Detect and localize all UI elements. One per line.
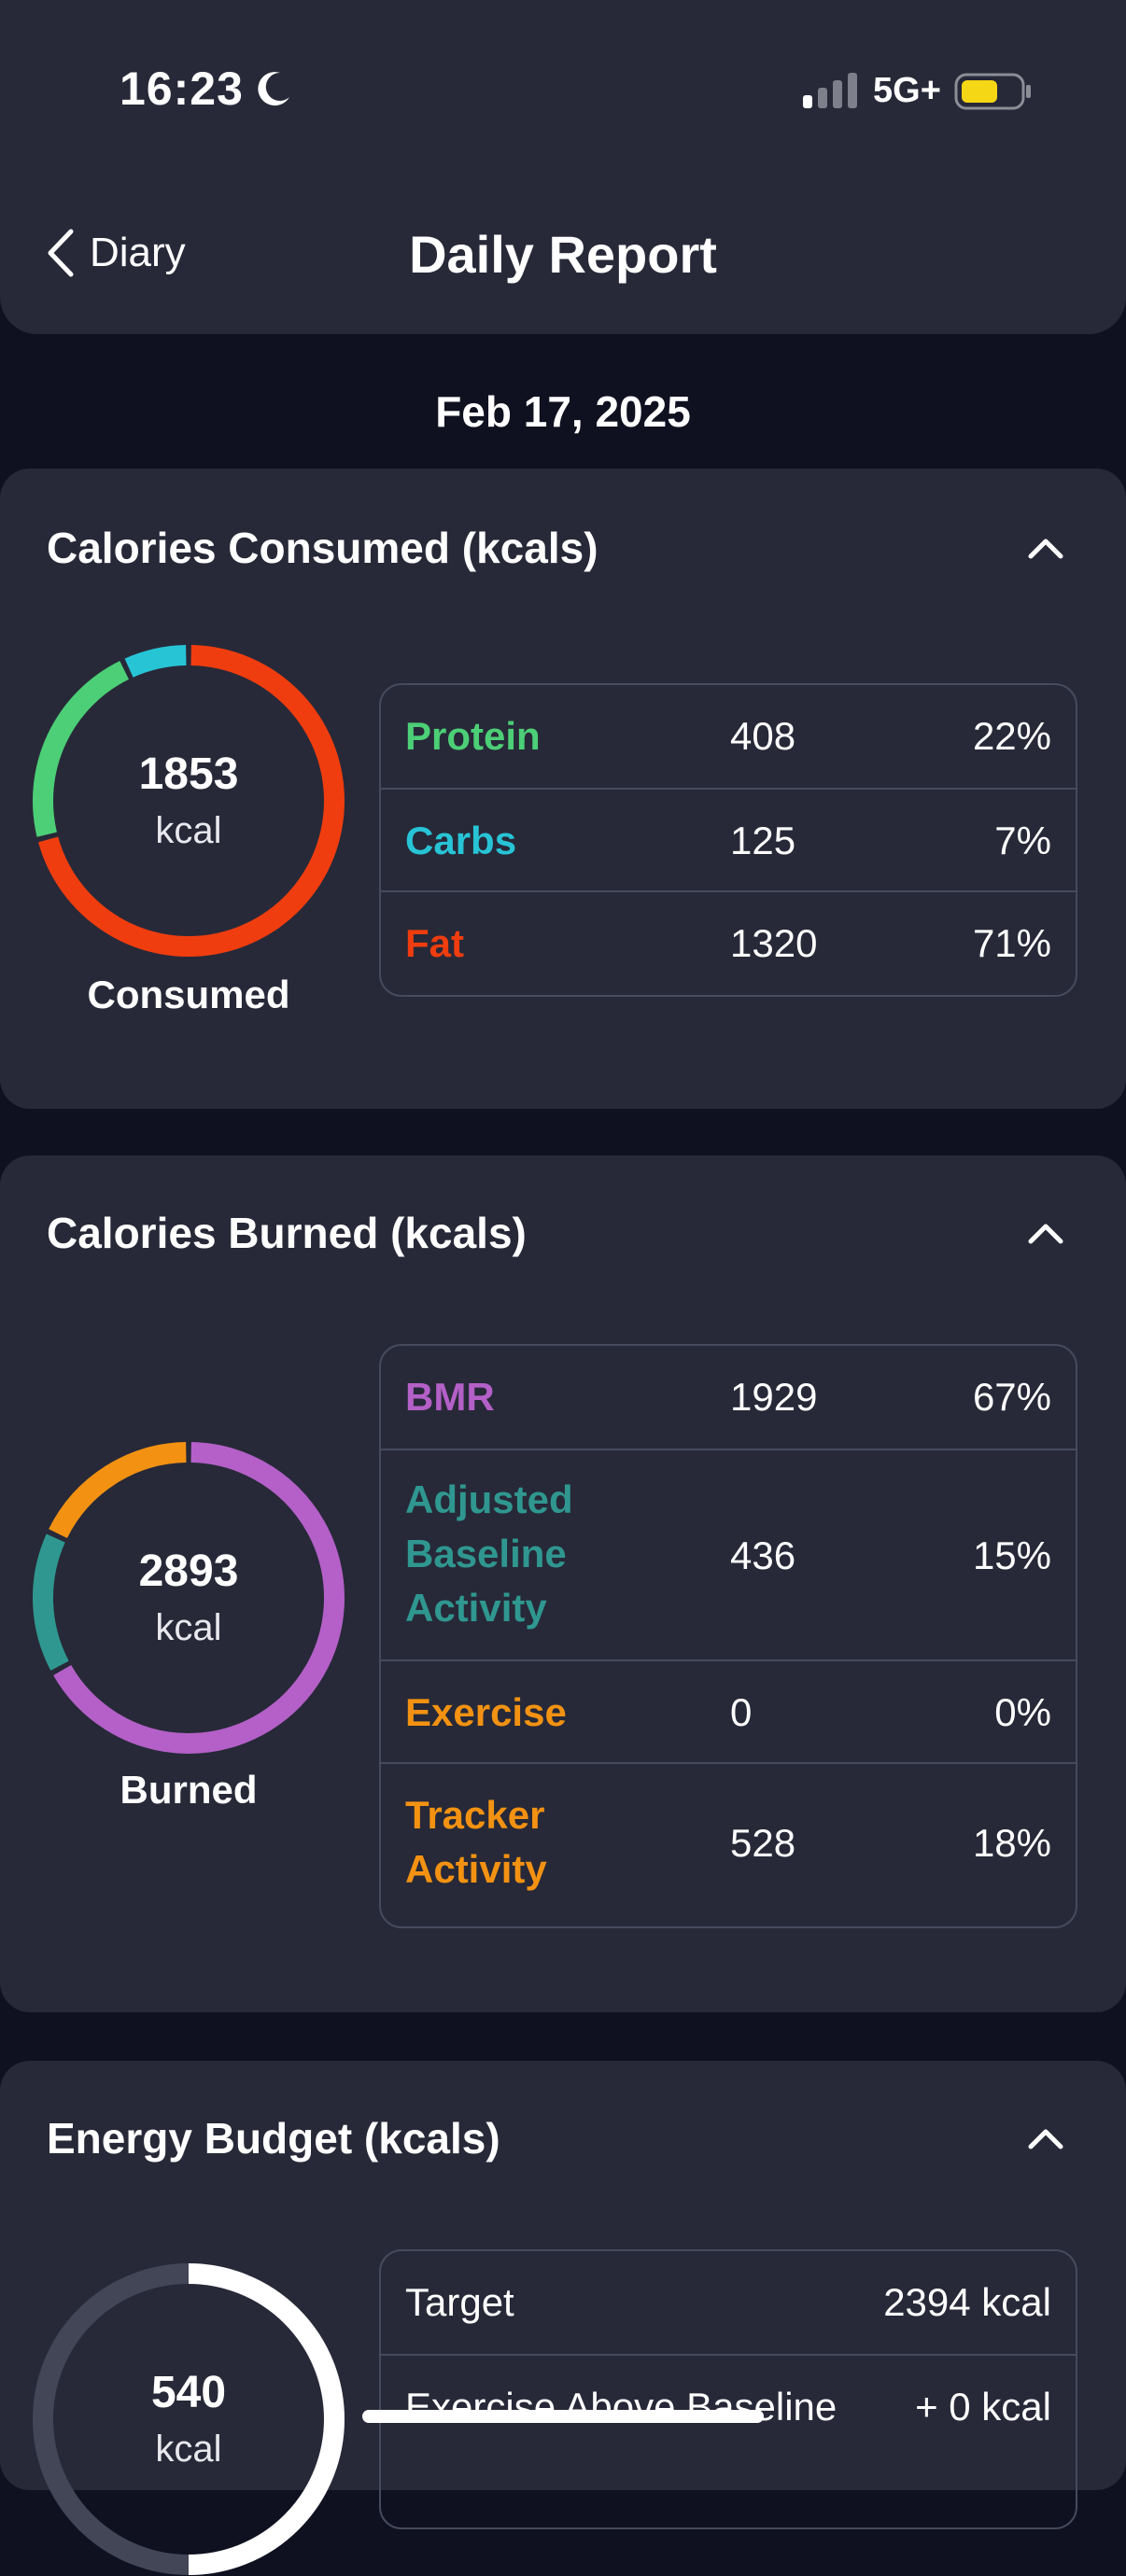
consumed-caption: Consumed	[87, 973, 290, 1016]
budget-segment	[188, 2263, 345, 2575]
status-time: 16:23	[120, 63, 244, 115]
page-title: Daily Report	[409, 225, 717, 284]
exercise-above-baseline-label: Exercise Above Baseline	[405, 2385, 837, 2429]
table-row: Exercise Above Baseline + 0 kcal	[381, 2354, 1076, 2457]
bmr-segment	[53, 1442, 345, 1754]
burned-caption: Burned	[120, 1768, 258, 1812]
exercise-value: 0	[730, 1690, 753, 1734]
table-row: Adjusted Baseline Activity 436 15%	[381, 1449, 1076, 1659]
burned-card: Calories Burned (kcals) 2893 kcal Burned…	[0, 1155, 1126, 2012]
baseline-activity-value: 436	[730, 1533, 796, 1577]
burned-title: Calories Burned (kcals)	[47, 1209, 527, 1257]
exercise-label: Exercise	[405, 1690, 567, 1734]
battery-icon	[954, 73, 1031, 110]
table-row: Exercise 0 0%	[381, 1659, 1076, 1762]
consumed-unit: kcal	[155, 810, 222, 851]
table-row: Fat 1320 71%	[381, 890, 1076, 995]
fat-segment	[38, 645, 345, 957]
bmr-value: 1929	[730, 1375, 818, 1419]
signal-icon	[803, 73, 857, 108]
fat-percent: 71%	[972, 921, 1051, 965]
table-row: Protein 408 22%	[381, 685, 1076, 788]
carbs-label: Carbs	[405, 819, 517, 862]
protein-label: Protein	[405, 714, 541, 758]
burned-unit: kcal	[155, 1607, 222, 1648]
moon-icon	[258, 72, 289, 106]
baseline-activity-segment	[33, 1533, 69, 1671]
table-row: Carbs 125 7%	[381, 788, 1076, 890]
consumed-ring: 1853 kcal	[32, 644, 345, 958]
bmr-percent: 67%	[972, 1375, 1051, 1419]
chevron-up-icon[interactable]	[1027, 1219, 1064, 1245]
burned-table: BMR 1929 67% Adjusted Baseline Activity …	[379, 1344, 1077, 1928]
burned-ring: 2893 kcal	[32, 1441, 345, 1755]
home-indicator[interactable]	[362, 2410, 764, 2423]
consumed-table: Protein 408 22% Carbs 125 7% Fat 1320 71…	[379, 683, 1077, 997]
budget-card: Energy Budget (kcals) 540 kcal Target 23…	[0, 2061, 1126, 2575]
chevron-left-icon	[48, 229, 74, 277]
tracker-activity-value: 528	[730, 1821, 796, 1865]
table-row: Tracker Activity 528 18%	[381, 1762, 1076, 1926]
back-button[interactable]: Diary	[45, 228, 186, 278]
consumed-ring-chart	[33, 645, 345, 957]
top-header: 16:23 5G+ Diary Daily Report	[0, 0, 1126, 334]
budget-total: 540	[150, 2368, 227, 2417]
tracker-activity-label: Tracker Activity	[405, 1793, 547, 1891]
consumed-card: Calories Consumed (kcals) 1853 kcal Cons…	[0, 469, 1126, 1109]
baseline-activity-label: Adjusted Baseline Activity	[405, 1477, 573, 1630]
exercise-percent: 0%	[994, 1690, 1051, 1734]
budget-title: Energy Budget (kcals)	[47, 2114, 500, 2163]
budget-ring-chart	[33, 2263, 345, 2575]
protein-segment	[33, 661, 130, 837]
target-value: 2394 kcal	[883, 2280, 1051, 2324]
tracker-activity-segment	[49, 1442, 187, 1539]
chevron-up-icon[interactable]	[1027, 534, 1064, 560]
budget-table: Target 2394 kcal Exercise Above Baseline…	[379, 2249, 1077, 2529]
baseline-activity-percent: 15%	[972, 1533, 1051, 1577]
tracker-activity-percent: 18%	[972, 1821, 1051, 1865]
fat-label: Fat	[405, 921, 464, 965]
fat-value: 1320	[730, 921, 818, 965]
consumed-total: 1853	[138, 749, 239, 799]
burned-ring-chart	[33, 1442, 345, 1754]
chevron-up-icon[interactable]	[1027, 2124, 1064, 2150]
protein-percent: 22%	[972, 714, 1051, 758]
carbs-segment	[124, 645, 187, 678]
network-label: 5G+	[873, 71, 941, 110]
back-label: Diary	[90, 230, 186, 275]
exercise-above-baseline-value: + 0 kcal	[915, 2385, 1051, 2429]
bmr-label: BMR	[405, 1375, 495, 1419]
budget-ring: 540 kcal	[32, 2262, 345, 2576]
protein-value: 408	[730, 714, 796, 758]
report-date: Feb 17, 2025	[435, 387, 691, 436]
table-row: Target 2394 kcal	[381, 2251, 1076, 2354]
budget-unit: kcal	[155, 2429, 222, 2470]
carbs-percent: 7%	[994, 819, 1051, 862]
carbs-value: 125	[730, 819, 796, 862]
target-label: Target	[405, 2280, 514, 2324]
burned-total: 2893	[138, 1547, 239, 1596]
consumed-title: Calories Consumed (kcals)	[47, 524, 598, 572]
table-row: BMR 1929 67%	[381, 1346, 1076, 1449]
